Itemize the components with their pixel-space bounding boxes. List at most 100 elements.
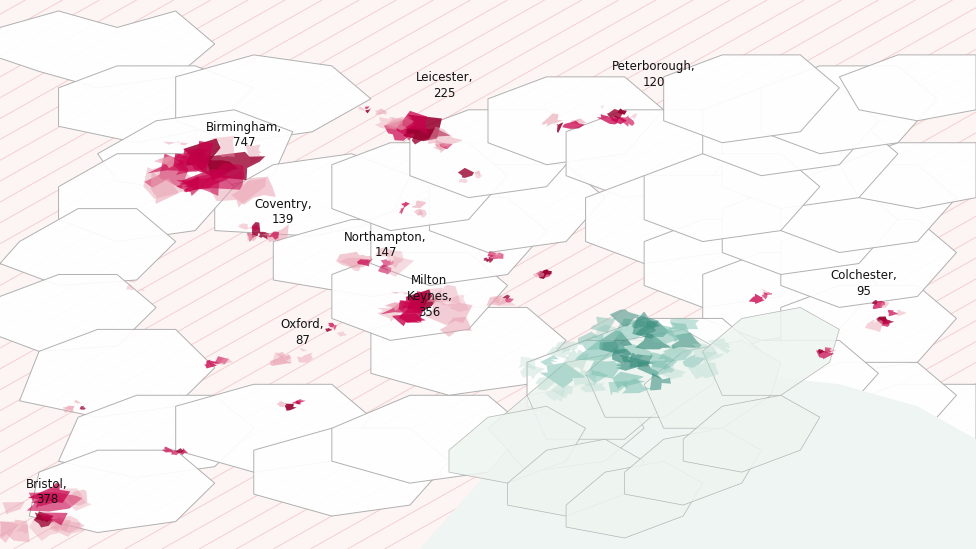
Polygon shape — [171, 450, 180, 455]
Polygon shape — [385, 302, 403, 311]
Polygon shape — [247, 233, 257, 242]
Polygon shape — [16, 524, 28, 534]
Polygon shape — [325, 328, 332, 332]
Polygon shape — [28, 483, 70, 503]
Polygon shape — [632, 316, 660, 335]
Text: Birmingham,
747: Birmingham, 747 — [206, 121, 282, 149]
Polygon shape — [574, 369, 596, 386]
Polygon shape — [0, 520, 29, 542]
Polygon shape — [40, 512, 67, 525]
Polygon shape — [387, 259, 403, 268]
Polygon shape — [399, 208, 404, 215]
Polygon shape — [440, 143, 453, 149]
Polygon shape — [220, 358, 232, 366]
Polygon shape — [300, 348, 307, 351]
Polygon shape — [630, 114, 637, 121]
Polygon shape — [543, 270, 551, 274]
Polygon shape — [671, 333, 702, 349]
Polygon shape — [762, 289, 770, 295]
Polygon shape — [410, 110, 586, 198]
Polygon shape — [182, 169, 231, 190]
Polygon shape — [414, 209, 424, 216]
Polygon shape — [612, 372, 645, 389]
Polygon shape — [425, 288, 443, 303]
Polygon shape — [818, 349, 825, 355]
Polygon shape — [619, 115, 634, 127]
Polygon shape — [605, 406, 781, 494]
Polygon shape — [177, 178, 212, 196]
Polygon shape — [487, 251, 497, 257]
Polygon shape — [873, 301, 885, 309]
Text: Oxford,
87: Oxford, 87 — [281, 318, 324, 347]
Polygon shape — [503, 295, 510, 299]
Polygon shape — [536, 271, 550, 278]
Polygon shape — [0, 521, 19, 543]
Polygon shape — [647, 361, 674, 376]
Polygon shape — [440, 317, 471, 337]
Polygon shape — [617, 344, 654, 361]
Polygon shape — [488, 77, 664, 165]
Polygon shape — [176, 384, 371, 472]
Polygon shape — [403, 115, 442, 141]
Polygon shape — [497, 299, 515, 306]
Polygon shape — [527, 340, 703, 428]
Polygon shape — [483, 257, 490, 261]
Polygon shape — [486, 257, 494, 264]
Polygon shape — [158, 157, 187, 168]
Polygon shape — [616, 355, 657, 371]
Polygon shape — [547, 347, 571, 360]
Polygon shape — [67, 490, 88, 506]
Polygon shape — [518, 357, 542, 370]
Polygon shape — [285, 404, 297, 411]
Polygon shape — [693, 344, 716, 360]
Polygon shape — [272, 352, 292, 365]
Polygon shape — [607, 109, 624, 119]
Polygon shape — [381, 259, 393, 267]
Polygon shape — [175, 448, 184, 453]
Polygon shape — [371, 198, 547, 285]
Polygon shape — [749, 294, 765, 304]
Polygon shape — [701, 351, 725, 364]
Polygon shape — [632, 312, 660, 329]
Polygon shape — [392, 313, 422, 326]
Polygon shape — [566, 110, 742, 198]
Polygon shape — [59, 66, 254, 143]
Polygon shape — [650, 352, 677, 371]
Polygon shape — [781, 220, 956, 307]
Polygon shape — [174, 141, 213, 172]
Text: Northampton,
147: Northampton, 147 — [345, 231, 427, 259]
Polygon shape — [201, 163, 244, 190]
Polygon shape — [336, 252, 373, 268]
Polygon shape — [238, 223, 249, 229]
Polygon shape — [608, 381, 628, 396]
Polygon shape — [210, 136, 235, 157]
Polygon shape — [556, 122, 563, 133]
Polygon shape — [459, 178, 468, 183]
Polygon shape — [664, 55, 839, 143]
Polygon shape — [486, 295, 507, 306]
Polygon shape — [189, 148, 213, 161]
Polygon shape — [375, 117, 416, 130]
Polygon shape — [139, 289, 144, 292]
Polygon shape — [562, 121, 585, 129]
Polygon shape — [636, 361, 663, 380]
Polygon shape — [535, 376, 557, 391]
Polygon shape — [547, 373, 722, 461]
Polygon shape — [204, 360, 219, 368]
Polygon shape — [586, 329, 722, 417]
Polygon shape — [126, 284, 134, 290]
Polygon shape — [658, 347, 692, 362]
Polygon shape — [147, 154, 208, 173]
Polygon shape — [586, 176, 761, 264]
Polygon shape — [29, 450, 215, 533]
Polygon shape — [591, 324, 623, 343]
Polygon shape — [879, 302, 889, 308]
Polygon shape — [59, 154, 234, 242]
Polygon shape — [761, 292, 767, 299]
Polygon shape — [332, 395, 527, 483]
Polygon shape — [172, 149, 204, 175]
Polygon shape — [297, 352, 313, 363]
Polygon shape — [876, 316, 887, 323]
Polygon shape — [722, 121, 898, 209]
Polygon shape — [162, 446, 174, 452]
